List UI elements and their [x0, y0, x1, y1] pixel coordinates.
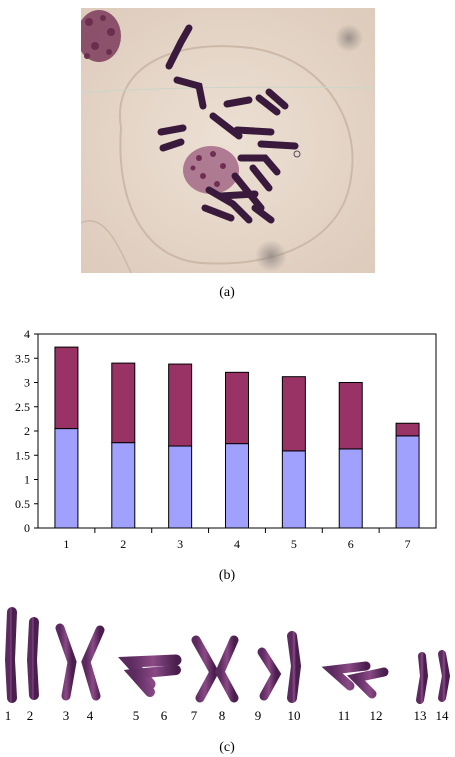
- y-tick-label: 1.5: [15, 448, 30, 462]
- y-tick-label: 1: [24, 473, 30, 487]
- stacked-bar-chart: 0 0.5 1 1.5 2 2.5 3 3.5 4 1 2 3 4 5 6 7: [15, 327, 437, 551]
- x-tick-label: 5: [291, 537, 297, 551]
- bar-series-2-cat-6: [338, 382, 363, 450]
- x-tick-label: 3: [177, 537, 183, 551]
- chromosome-label: 1: [5, 708, 12, 723]
- y-tick-label: 4: [24, 327, 30, 341]
- bar-series-1-cat-2: [111, 442, 136, 529]
- chromosome-label: 8: [219, 708, 226, 723]
- micrograph-panel: [77, 8, 376, 274]
- x-tick-label: 7: [405, 537, 411, 551]
- metaphase-micrograph: [77, 8, 376, 274]
- x-tick-label: 1: [63, 537, 69, 551]
- chromosome-label: 10: [288, 708, 301, 723]
- chromosome-label: 12: [370, 708, 383, 723]
- y-tick-label: 0: [24, 521, 30, 535]
- y-tick-label: 3: [24, 376, 30, 390]
- panel-b-caption: (b): [218, 568, 236, 583]
- chromosome-label: 5: [133, 708, 140, 723]
- y-tick-label: 2.5: [15, 400, 30, 414]
- chromosome-label: 3: [63, 708, 70, 723]
- bar-series-2-cat-7: [395, 422, 420, 437]
- chromosome-label: 7: [191, 708, 198, 723]
- chromosome-label: 11: [338, 708, 351, 723]
- bar-series-2-cat-1: [54, 346, 79, 430]
- bar-series-2-cat-3: [168, 363, 193, 447]
- chart-panel: 0 0.5 1 1.5 2 2.5 3 3.5 4 1 2 3 4 5 6 7: [0, 322, 455, 558]
- bar-series-1-cat-4: [225, 443, 249, 529]
- chromosome-label: 14: [436, 708, 450, 723]
- bar-series-1-cat-3: [168, 445, 193, 529]
- bar-series-1-cat-7: [395, 435, 420, 529]
- y-tick-label: 3.5: [15, 351, 30, 365]
- bar-series-1-cat-5: [281, 450, 306, 529]
- chromosome-label: 9: [255, 708, 262, 723]
- x-tick-label: 4: [234, 537, 240, 551]
- y-tick-label: 0.5: [15, 497, 30, 511]
- chromosome-label: 6: [161, 708, 168, 723]
- karyotype-figure: 1 2 3 4 5 6 7 8 9 10 11 12 13 14: [5, 607, 451, 723]
- bar-series-2-cat-2: [111, 362, 136, 444]
- bar-series-2-cat-5: [281, 376, 306, 452]
- panel-a-caption: (a): [219, 285, 235, 300]
- y-tick-label: 2: [24, 424, 30, 438]
- bar-series-2-cat-4: [225, 371, 249, 445]
- chromosome-label: 4: [87, 708, 94, 723]
- chromosome-label: 2: [27, 708, 34, 723]
- panel-c-caption: (c): [219, 740, 235, 755]
- x-tick-label: 2: [120, 537, 126, 551]
- x-tick-label: 6: [348, 537, 354, 551]
- bar-series-1-cat-1: [54, 428, 79, 529]
- karyotype-panel: 1 2 3 4 5 6 7 8 9 10 11 12 13 14: [0, 600, 455, 725]
- chromosome-label: 13: [414, 708, 427, 723]
- bar-series-1-cat-6: [338, 448, 363, 529]
